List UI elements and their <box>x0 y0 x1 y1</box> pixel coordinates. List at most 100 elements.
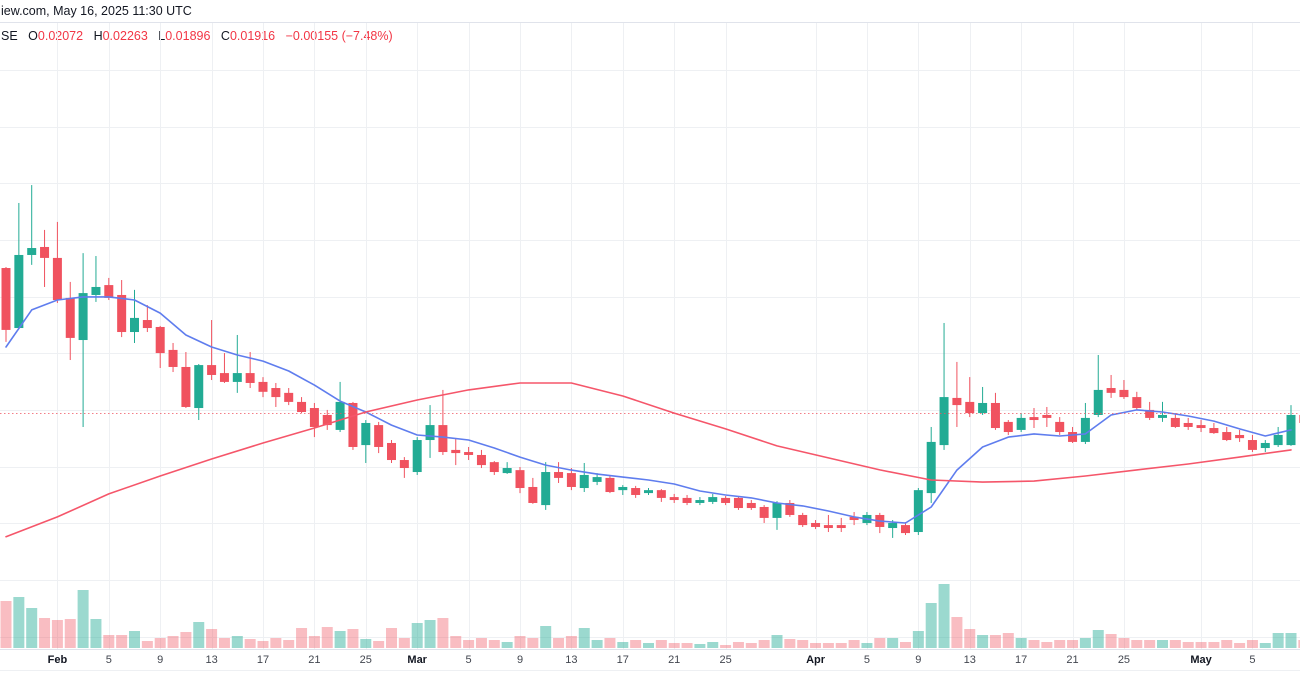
candle-body <box>130 317 139 333</box>
candle-body <box>888 522 898 529</box>
volume-bar <box>1221 640 1233 648</box>
candle-body <box>823 525 833 529</box>
candle-body <box>104 285 114 298</box>
candle-body <box>374 425 384 447</box>
candle-body <box>52 257 62 301</box>
candle-body <box>644 490 653 494</box>
volume-bar <box>1169 640 1181 648</box>
volume-bar <box>1259 643 1271 648</box>
volume-bar <box>540 626 552 648</box>
close-label: C <box>220 29 230 43</box>
volume-bar <box>874 638 886 648</box>
candle-body <box>836 525 846 529</box>
volume-bar <box>694 644 706 648</box>
candle-body <box>1183 422 1193 427</box>
volume-bar <box>77 590 89 648</box>
candle-body <box>1158 414 1167 418</box>
x-axis-tick-label: 9 <box>157 654 163 666</box>
volume-bar <box>835 643 847 648</box>
candle-body <box>1016 417 1026 430</box>
volume-bar <box>90 619 102 648</box>
volume-bar <box>912 631 924 648</box>
candle-body <box>1106 388 1116 393</box>
candle-body <box>1145 409 1155 418</box>
candle-body <box>1273 434 1283 446</box>
volume-bar <box>64 619 76 648</box>
x-axis-tick-label: 25 <box>360 654 372 666</box>
volume-bar <box>989 635 1001 648</box>
ma-slow-line <box>5 382 1292 538</box>
candle-body <box>1080 417 1090 442</box>
candle-body <box>1055 421 1065 433</box>
volume-bar <box>784 639 796 648</box>
candle-body <box>502 468 512 474</box>
x-axis-tick-label: 5 <box>466 654 472 666</box>
x-axis-tick-label: 21 <box>308 654 320 666</box>
volume-bar <box>141 641 153 648</box>
volume-bar <box>617 642 629 648</box>
ohlc-row: SE O0.02072 H0.02263 L0.01896 C0.01916 −… <box>1 29 393 43</box>
separators <box>0 649 1300 671</box>
x-axis-month-label: Apr <box>806 654 826 666</box>
volume-bar <box>655 640 667 648</box>
volume-bar <box>681 643 693 648</box>
x-axis-month-label: May <box>1190 654 1212 666</box>
candle-body <box>361 422 371 446</box>
candle-body <box>65 297 75 338</box>
candle-body <box>245 373 255 383</box>
volume-bar <box>643 643 654 648</box>
candle-body <box>1029 417 1039 421</box>
candle-body <box>142 320 152 329</box>
candle-body <box>232 373 242 382</box>
volume-bar <box>488 640 500 648</box>
x-axis-tick-label: 13 <box>964 654 976 666</box>
volume-bar <box>861 643 873 648</box>
candle-body <box>335 401 345 430</box>
grid-layer <box>0 23 1300 649</box>
open-group: O0.02072 <box>28 29 83 43</box>
volume-bar <box>1246 640 1258 648</box>
ma-fast-line <box>5 296 1292 524</box>
candle-body <box>695 500 705 503</box>
volume-bar <box>1285 633 1297 648</box>
volume-bar <box>296 628 308 648</box>
volume-bar <box>129 631 140 648</box>
volume-bar <box>39 618 51 648</box>
volume-bar <box>154 638 166 648</box>
x-axis-tick-label: 5 <box>864 654 870 666</box>
volume-bar <box>707 642 719 648</box>
volume-bar <box>758 640 770 648</box>
volume-bar <box>321 627 333 648</box>
candle-body <box>566 473 576 487</box>
volume-bar <box>231 636 243 648</box>
volume-bar <box>630 640 642 648</box>
candle-body <box>309 408 319 427</box>
volume-bar <box>308 636 320 648</box>
volume-bar <box>1067 640 1079 648</box>
volume-bar <box>1144 640 1156 648</box>
volume-bar <box>578 628 590 648</box>
volume-bar <box>475 638 487 648</box>
candle-body <box>965 401 975 414</box>
volume-bar <box>1195 642 1207 648</box>
volume-bar <box>938 584 950 648</box>
candle-body <box>207 365 217 375</box>
volume-bar <box>745 643 757 648</box>
x-axis-tick-label: 13 <box>565 654 577 666</box>
x-axis-tick-label: 13 <box>205 654 217 666</box>
x-axis-tick-label: 25 <box>719 654 731 666</box>
volume-bar <box>1131 640 1143 648</box>
candle-body <box>528 486 538 503</box>
candle-body <box>1235 434 1245 439</box>
candle-body <box>1132 397 1142 409</box>
candle-body <box>1042 414 1052 418</box>
x-axis-month-label: Feb <box>48 654 68 666</box>
candle-body <box>322 414 332 426</box>
volume-bar <box>1015 638 1027 648</box>
volume-bar <box>977 635 989 648</box>
open-label: O <box>28 29 38 43</box>
candle-body <box>181 366 191 407</box>
volume-bar <box>900 642 911 648</box>
